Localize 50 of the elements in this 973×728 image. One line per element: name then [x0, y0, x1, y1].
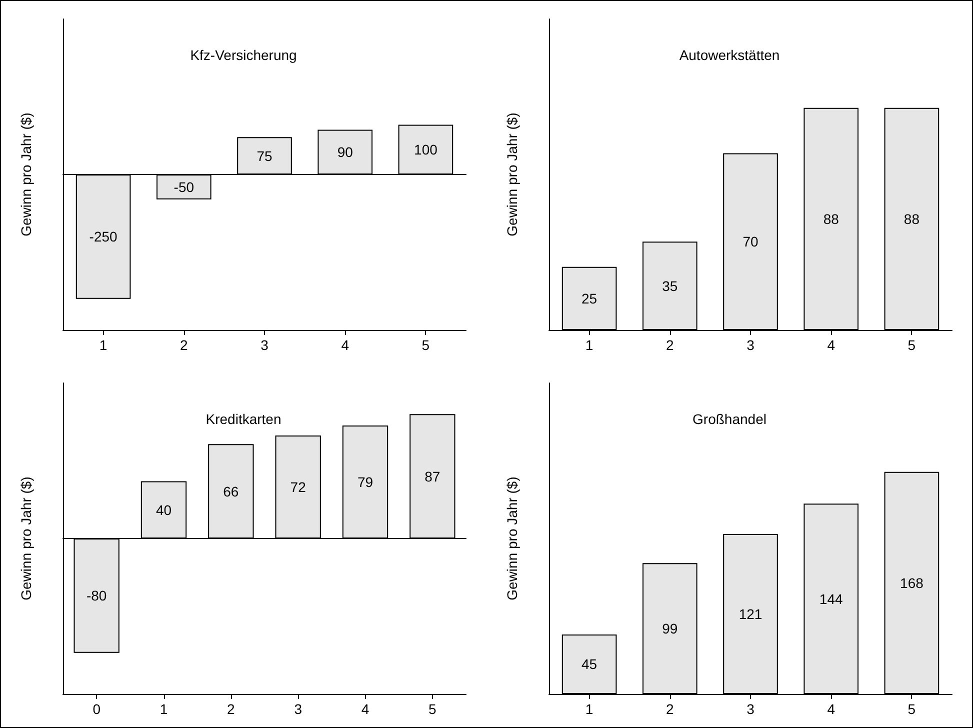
y-axis-title: Gewinn pro Jahr ($) — [504, 476, 520, 600]
x-tick-label: 3 — [294, 701, 302, 717]
data-label: 88 — [823, 210, 840, 227]
x-tick-label: 3 — [260, 337, 269, 353]
data-label: 88 — [904, 210, 920, 227]
data-label: 168 — [900, 574, 924, 591]
chart-title: Kreditkarten — [206, 411, 282, 427]
data-label: 90 — [337, 144, 354, 160]
data-label: -250 — [89, 228, 118, 245]
data-label: 100 — [414, 142, 438, 158]
y-axis-title: Gewinn pro Jahr ($) — [18, 476, 34, 600]
x-tick-label: 2 — [227, 701, 236, 717]
x-tick-label: 3 — [746, 337, 755, 353]
x-tick-label: 1 — [585, 337, 594, 353]
x-tick-label: 2 — [180, 337, 188, 353]
x-tick-label: 4 — [827, 337, 836, 353]
data-label: 144 — [819, 590, 843, 607]
x-tick-label: 5 — [422, 337, 430, 353]
data-label: 121 — [738, 606, 762, 622]
chart-title: Autowerkstätten — [679, 47, 780, 63]
x-tick-label: 5 — [908, 337, 916, 353]
x-tick-label: 1 — [160, 701, 168, 717]
y-axis-title: Gewinn pro Jahr ($) — [504, 112, 520, 236]
data-label: 40 — [156, 502, 172, 518]
data-label: 45 — [582, 656, 598, 672]
data-label: -50 — [174, 178, 194, 195]
y-axis-title: Gewinn pro Jahr ($) — [18, 112, 34, 236]
data-label: 35 — [662, 278, 678, 294]
data-label: -80 — [86, 588, 107, 604]
x-tick-label: 0 — [92, 701, 101, 717]
data-label: 87 — [424, 468, 440, 484]
x-tick-label: 4 — [341, 337, 350, 353]
chart-title: Großhandel — [692, 411, 766, 427]
data-label: 79 — [357, 474, 374, 490]
data-label: 72 — [290, 479, 306, 496]
chart-title: Kfz-Versicherung — [190, 47, 297, 63]
data-label: 70 — [742, 234, 758, 250]
x-tick-label: 5 — [908, 701, 916, 717]
x-tick-label: 4 — [827, 701, 836, 717]
x-tick-label: 1 — [99, 337, 108, 353]
data-label: 99 — [662, 620, 678, 637]
x-tick-label: 3 — [746, 701, 755, 717]
x-tick-label: 2 — [666, 337, 674, 353]
x-tick-label: 4 — [361, 701, 370, 717]
x-tick-label: 1 — [585, 701, 594, 717]
x-tick-label: 2 — [666, 701, 674, 717]
data-label: 75 — [256, 148, 272, 164]
x-tick-label: 5 — [428, 701, 437, 717]
data-label: 66 — [223, 483, 239, 500]
data-label: 25 — [582, 290, 598, 306]
